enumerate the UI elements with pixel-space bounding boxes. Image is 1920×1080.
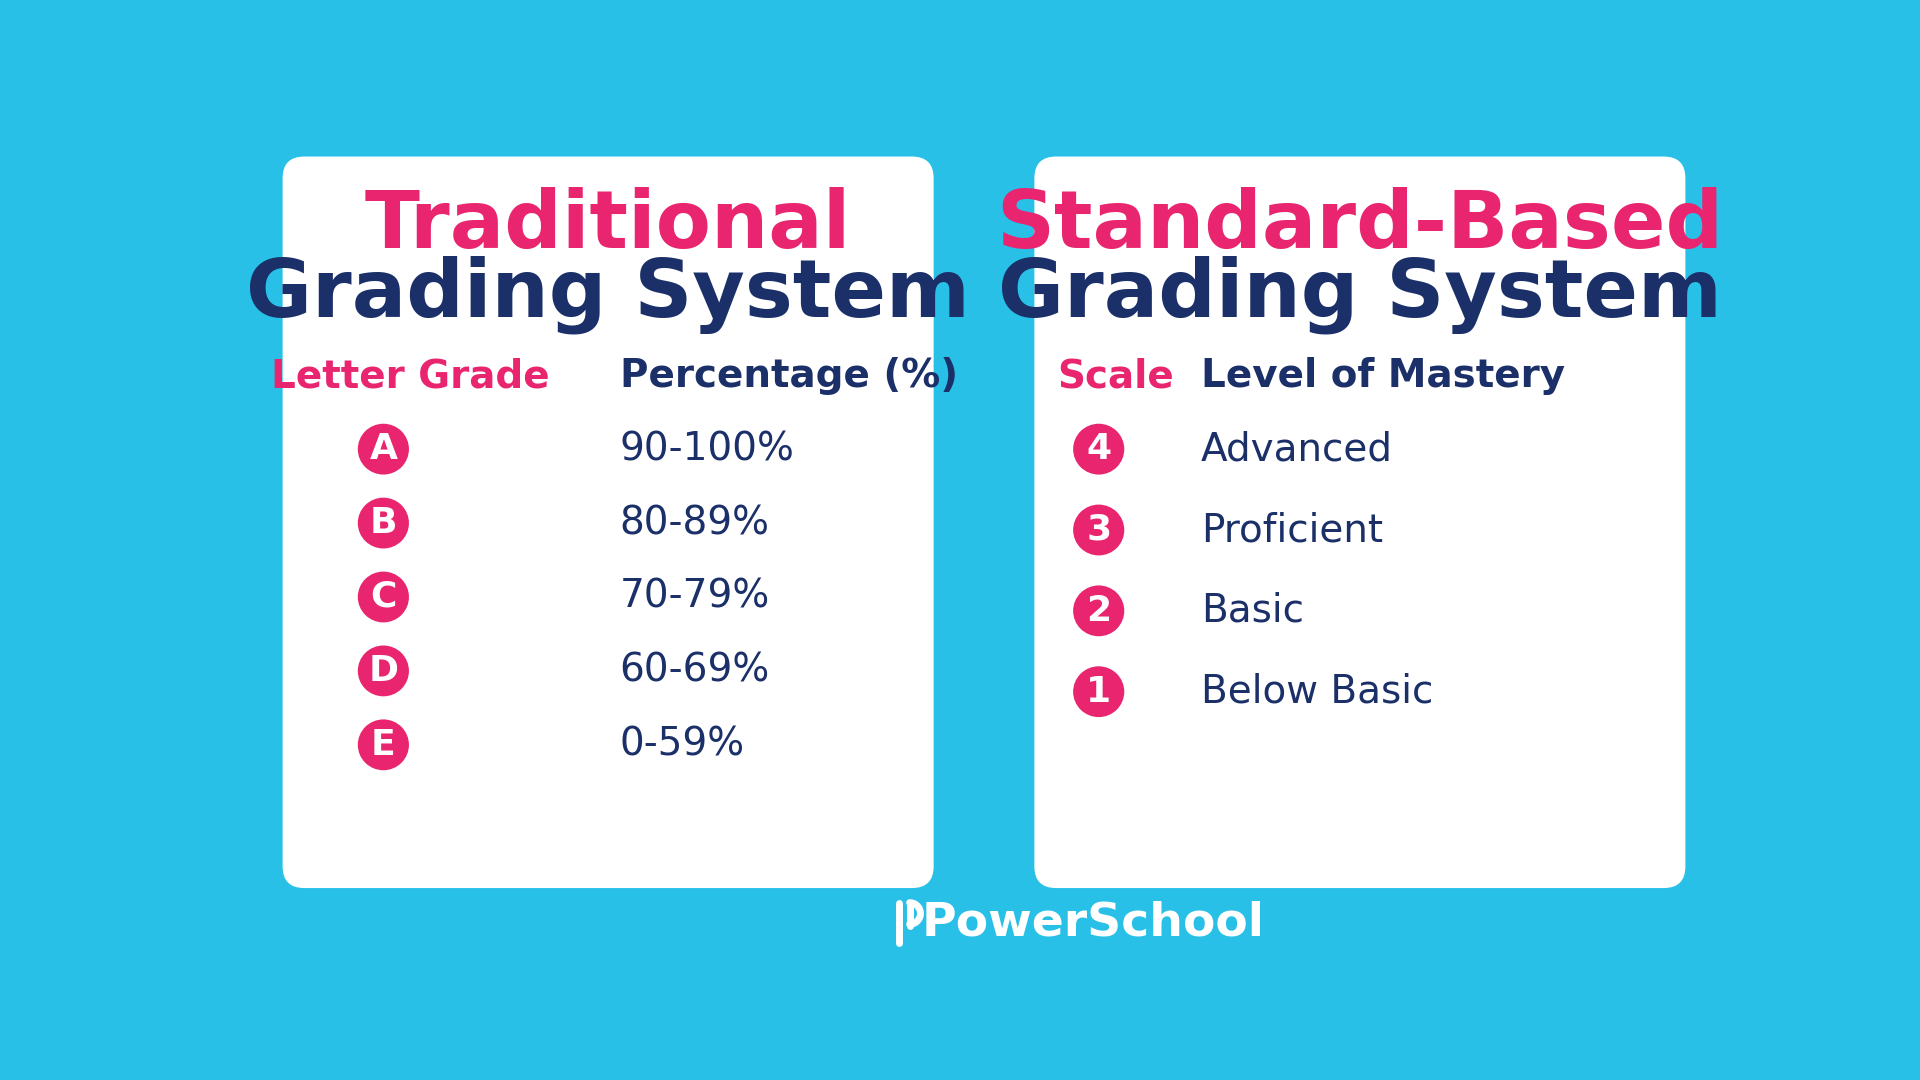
Text: Percentage (%): Percentage (%): [620, 357, 958, 395]
Text: Grading System: Grading System: [246, 256, 970, 335]
Text: Basic: Basic: [1202, 592, 1304, 630]
Circle shape: [1073, 423, 1125, 474]
Text: Letter Grade: Letter Grade: [271, 357, 549, 395]
FancyBboxPatch shape: [1035, 157, 1686, 888]
Text: 90-100%: 90-100%: [620, 430, 795, 468]
Circle shape: [1073, 504, 1125, 555]
Text: 4: 4: [1087, 432, 1112, 467]
Circle shape: [357, 719, 409, 770]
Text: B: B: [371, 507, 397, 540]
Text: A: A: [369, 432, 397, 467]
Text: Standard-Based: Standard-Based: [996, 187, 1724, 265]
Text: Advanced: Advanced: [1202, 430, 1394, 468]
Text: Below Basic: Below Basic: [1202, 673, 1434, 711]
Text: 2: 2: [1087, 594, 1112, 627]
Circle shape: [1073, 585, 1125, 636]
FancyBboxPatch shape: [282, 157, 933, 888]
Circle shape: [357, 423, 409, 474]
Text: D: D: [369, 653, 397, 688]
Text: 70-79%: 70-79%: [620, 578, 770, 616]
Text: Level of Mastery: Level of Mastery: [1202, 357, 1565, 395]
Text: Scale: Scale: [1058, 357, 1175, 395]
Text: 60-69%: 60-69%: [620, 652, 770, 690]
Text: 80-89%: 80-89%: [620, 504, 770, 542]
Circle shape: [1073, 666, 1125, 717]
Text: C: C: [371, 580, 397, 615]
Circle shape: [357, 646, 409, 697]
Text: E: E: [371, 728, 396, 761]
Text: Proficient: Proficient: [1202, 511, 1382, 549]
Text: PowerSchool: PowerSchool: [922, 901, 1265, 945]
Text: Grading System: Grading System: [998, 256, 1722, 335]
Text: 3: 3: [1087, 513, 1112, 546]
Text: 1: 1: [1087, 675, 1112, 708]
Circle shape: [357, 571, 409, 622]
Text: 0-59%: 0-59%: [620, 726, 745, 764]
Text: Traditional: Traditional: [365, 187, 851, 265]
Circle shape: [357, 498, 409, 549]
